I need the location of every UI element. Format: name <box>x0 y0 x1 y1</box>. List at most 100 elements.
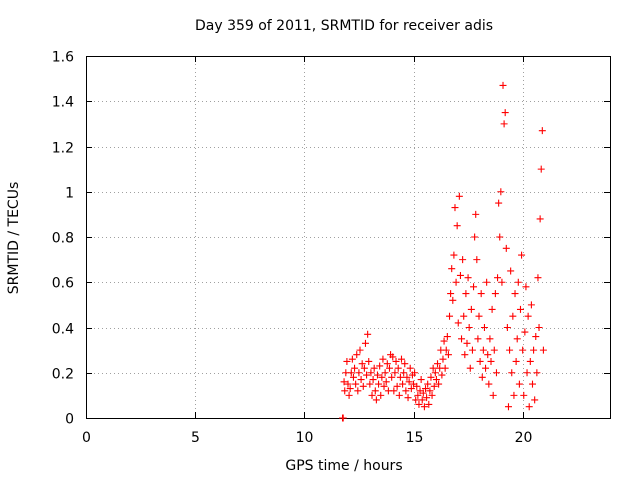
data-point <box>372 396 380 404</box>
data-point <box>447 290 455 298</box>
data-point <box>507 267 515 275</box>
data-point <box>375 380 383 388</box>
data-point <box>357 376 365 384</box>
data-point <box>494 274 502 282</box>
data-point <box>503 324 511 331</box>
data-point <box>448 265 456 273</box>
data-point <box>394 364 402 372</box>
data-point <box>446 312 454 320</box>
data-point <box>488 305 496 313</box>
data-point <box>471 233 479 241</box>
tick-labels: 0 5 10 15 20 0 0.2 0.4 0.6 0.8 1 1.2 1.4 1.6 <box>52 50 533 447</box>
ticks <box>86 56 610 419</box>
data-point <box>429 364 437 372</box>
data-point <box>344 380 352 388</box>
data-point <box>451 204 459 212</box>
data-point <box>360 364 368 372</box>
data-point <box>377 391 385 399</box>
data-point <box>473 256 481 264</box>
data-point <box>444 351 452 359</box>
data-point <box>490 346 498 354</box>
data-point <box>339 414 347 422</box>
data-point <box>388 373 396 381</box>
data-point <box>439 355 447 363</box>
data-point <box>435 380 443 388</box>
data-point <box>485 380 493 388</box>
data-point <box>522 283 530 291</box>
data-point <box>484 351 492 359</box>
data-point <box>467 305 475 313</box>
data-point <box>527 301 535 309</box>
data-point <box>345 391 353 399</box>
data-point <box>413 382 421 390</box>
data-point <box>401 360 409 368</box>
data-point <box>371 387 379 395</box>
data-point <box>538 127 546 135</box>
data-point <box>480 324 488 331</box>
chart-title: Day 359 of 2011, SRMTID for receiver adi… <box>195 18 493 34</box>
data-point <box>486 335 494 343</box>
data-point <box>463 339 471 347</box>
data-point <box>427 373 435 381</box>
data-point <box>504 403 512 411</box>
data-point <box>535 324 543 331</box>
data-point <box>501 109 509 117</box>
data-point <box>351 364 359 372</box>
data-point <box>510 391 518 399</box>
data-point <box>438 371 446 379</box>
data-point <box>402 387 410 395</box>
data-point <box>354 387 362 395</box>
data-point <box>498 278 506 286</box>
data-point <box>369 376 377 384</box>
data-point <box>359 382 367 390</box>
data-point <box>442 346 450 354</box>
data-point <box>470 283 478 291</box>
data-point <box>373 371 381 379</box>
data-point <box>424 380 432 388</box>
data-point <box>495 199 503 207</box>
y-axis-label: SRMTID / TECUs <box>6 182 22 295</box>
x-tick-label: 0 <box>82 430 91 446</box>
y-tick-label: 0.8 <box>52 231 74 247</box>
data-point <box>506 346 514 354</box>
data-point <box>443 333 451 341</box>
data-point <box>414 391 422 399</box>
data-point <box>399 380 407 388</box>
data-point <box>518 251 526 259</box>
data-point <box>512 357 520 365</box>
y-tick-label: 1.6 <box>52 50 74 66</box>
data-point <box>489 391 497 399</box>
data-point <box>355 369 363 377</box>
data-point <box>431 369 439 377</box>
data-point <box>389 353 397 361</box>
data-point <box>476 357 484 365</box>
data-point <box>474 335 482 343</box>
data-point <box>487 357 495 365</box>
data-point <box>419 389 427 397</box>
data-point <box>397 355 405 363</box>
data-point <box>422 385 430 393</box>
data-point <box>458 335 466 343</box>
data-point <box>383 360 391 368</box>
data-point <box>483 278 491 286</box>
data-point <box>341 387 349 395</box>
data-point <box>509 312 517 320</box>
plot-frame <box>86 56 611 419</box>
data-point <box>390 387 398 395</box>
data-point <box>456 271 464 279</box>
data-point <box>472 210 480 218</box>
x-tick-label: 5 <box>191 430 200 446</box>
data-point <box>500 120 508 128</box>
data-point <box>478 373 486 381</box>
data-point <box>515 380 523 388</box>
grid <box>86 56 610 418</box>
data-point <box>519 346 527 354</box>
data-point <box>449 296 457 304</box>
data-point <box>395 391 403 399</box>
data-point <box>475 312 483 320</box>
data-point <box>497 188 505 196</box>
data-point <box>379 355 387 363</box>
data-point <box>453 222 461 230</box>
data-point <box>356 346 364 354</box>
